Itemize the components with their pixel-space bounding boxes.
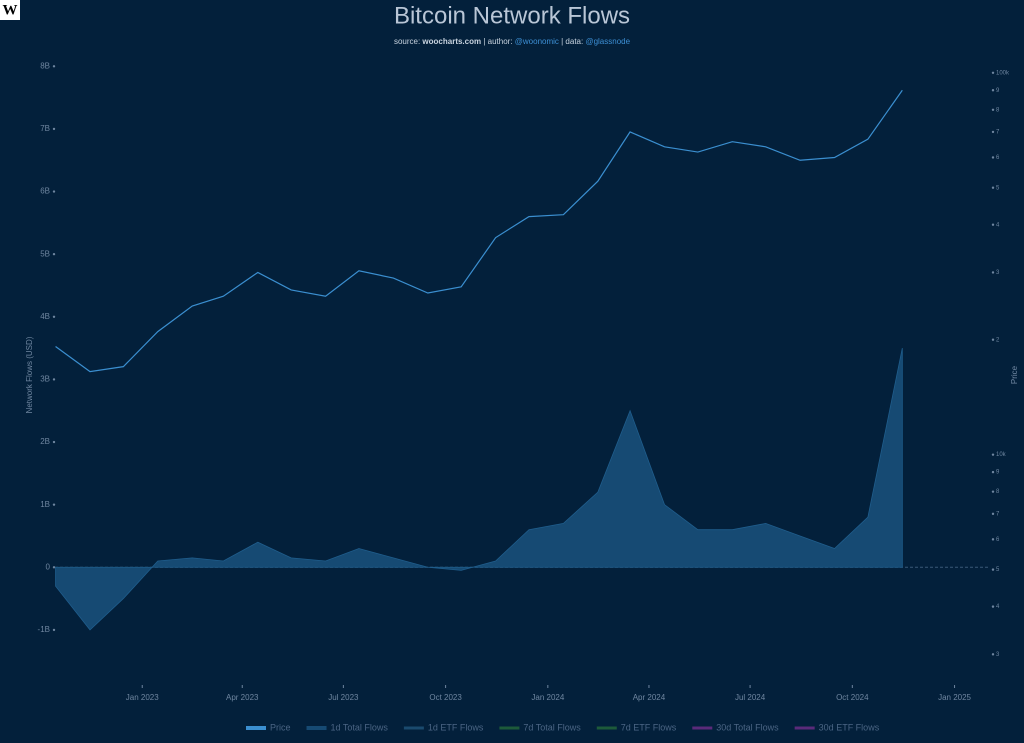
y-tick-label: 0 — [46, 562, 51, 571]
subtitle-link[interactable]: @glassnode — [585, 37, 630, 46]
logo-box — [0, 0, 20, 20]
y2-tick-mark — [991, 653, 995, 656]
x-tick-label: Oct 2024 — [836, 693, 869, 702]
y2-tick-label: 6 — [996, 537, 1000, 543]
y2-tick-label: 3 — [996, 652, 1000, 658]
x-tick-label: Jan 2023 — [126, 693, 159, 702]
y-tick-label: 1B — [40, 500, 50, 509]
y-tick-mark — [52, 65, 56, 68]
y-tick-mark — [52, 566, 56, 569]
y2-tick-mark — [991, 271, 995, 274]
price-line — [55, 89, 903, 373]
y2-tick-mark — [991, 470, 995, 474]
legend-label[interactable]: 30d ETF Flows — [819, 722, 880, 732]
y2-tick-label: 3 — [996, 270, 1000, 276]
y2-tick-mark — [991, 338, 995, 341]
y2-tick-label: 4 — [996, 604, 1000, 610]
y2-tick-label: 5 — [996, 567, 1000, 573]
y-axis-label: Network Flows (USD) — [25, 336, 34, 413]
y2-tick-mark — [991, 512, 995, 516]
y2-tick-mark — [991, 453, 995, 456]
legend-label[interactable]: 1d ETF Flows — [428, 722, 484, 732]
y-tick-mark — [52, 127, 56, 131]
x-tick-label: Jul 2024 — [735, 693, 766, 702]
y2-tick-label: 2 — [996, 337, 1000, 343]
x-tick-label: Jan 2024 — [531, 693, 564, 702]
y2-tick-label: 100k — [996, 70, 1010, 76]
legend-label[interactable]: 7d Total Flows — [523, 722, 581, 732]
y2-tick-label: 4 — [996, 222, 1000, 228]
y-tick-mark — [52, 252, 56, 256]
y2-tick-mark — [991, 186, 995, 189]
y2-tick-mark — [991, 223, 995, 226]
y2-tick-label: 10k — [996, 452, 1007, 458]
y2-tick-label: 7 — [996, 129, 1000, 135]
y2-tick-mark — [991, 490, 995, 493]
plot-area: -1B 0 1B 2B 3B 4B 5B 6B 7B 8B 3 4 5 6 7 8 9 10k 2 3 4 5 6 7 8 9 10… — [38, 61, 1010, 702]
y-tick-mark — [52, 628, 56, 632]
y-tick-label: 3B — [40, 375, 50, 384]
y2-tick-mark — [991, 156, 995, 159]
chart-title: Bitcoin Network Flows — [394, 2, 630, 29]
subtitle-text: source: — [394, 37, 422, 46]
flow-area — [55, 348, 903, 631]
x-tick-label: Apr 2024 — [633, 693, 666, 702]
y2-tick-mark — [991, 568, 995, 571]
y2-tick-mark — [991, 108, 995, 111]
y-tick-label: 4B — [40, 312, 50, 321]
subtitle: source: woocharts.com | author: @woonomi… — [394, 37, 631, 46]
legend-label[interactable]: 7d ETF Flows — [621, 722, 677, 732]
x-tick-label: Apr 2023 — [226, 693, 259, 702]
legend-label[interactable]: 30d Total Flows — [716, 722, 779, 732]
y2-tick-label: 7 — [996, 511, 1000, 517]
y-tick-mark — [52, 315, 56, 318]
y2-axis-label: Price — [1010, 365, 1019, 384]
legend: Price 1d Total Flows 1d ETF Flows 7d Total … — [246, 722, 880, 732]
y-tick-mark — [52, 503, 56, 506]
y2-tick-mark — [991, 71, 995, 74]
subtitle-text: | data: — [559, 37, 586, 46]
y-tick-label: 7B — [40, 124, 50, 133]
x-tick-label: Jul 2023 — [328, 693, 359, 702]
x-tick-label: Jan 2025 — [938, 693, 971, 702]
y2-tick-label: 9 — [996, 88, 1000, 94]
y2-tick-label: 8 — [996, 489, 1000, 495]
y-tick-label: -1B — [38, 625, 50, 634]
y2-tick-mark — [991, 605, 995, 608]
y2-tick-mark — [991, 538, 995, 541]
y-tick-mark — [52, 190, 56, 193]
legend-label[interactable]: 1d Total Flows — [331, 722, 389, 732]
x-tick-label: Oct 2023 — [429, 693, 462, 702]
y2-tick-label: 6 — [996, 155, 1000, 161]
y2-tick-label: 9 — [996, 470, 1000, 476]
y-tick-mark — [52, 378, 56, 381]
subtitle-text: | author: — [481, 37, 515, 46]
y-tick-mark — [52, 440, 56, 444]
y-tick-label: 8B — [40, 61, 50, 70]
y2-tick-label: 5 — [996, 185, 1000, 191]
logo: W — [3, 2, 18, 18]
y-tick-label: 5B — [40, 249, 50, 258]
legend-label[interactable]: Price — [270, 722, 291, 732]
subtitle-text: woocharts.com — [421, 37, 481, 46]
y-tick-label: 2B — [40, 437, 50, 446]
subtitle-link[interactable]: @woonomic — [515, 37, 559, 46]
y2-tick-mark — [991, 89, 995, 92]
y-tick-label: 6B — [40, 187, 50, 196]
y2-tick-mark — [991, 130, 995, 134]
y2-tick-label: 8 — [996, 107, 1000, 113]
